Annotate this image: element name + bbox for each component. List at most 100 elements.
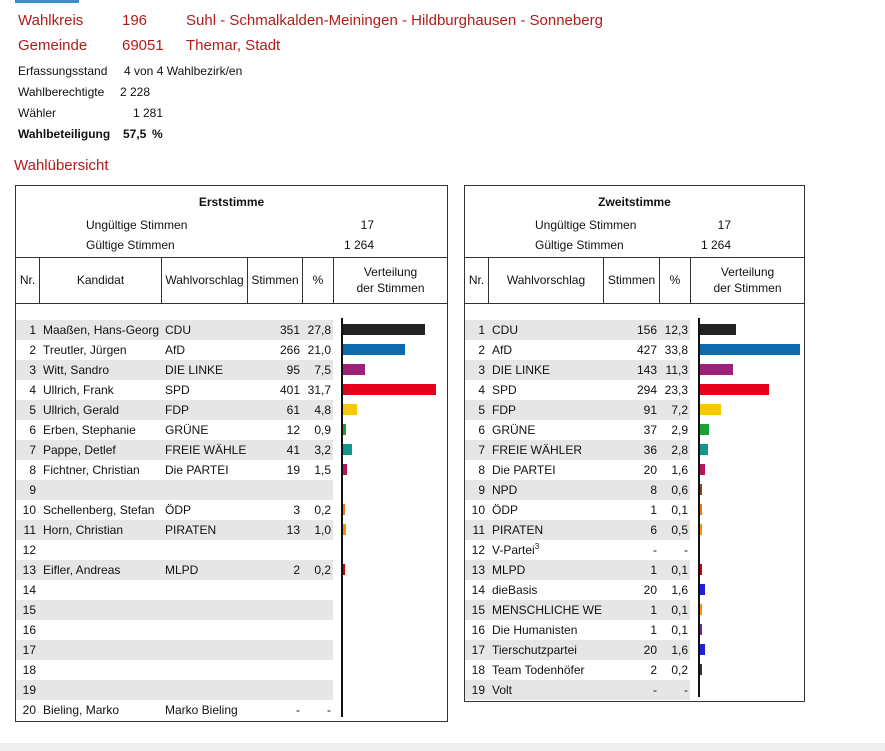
row-number: 15	[22, 603, 36, 617]
party-name: Volt	[492, 680, 603, 700]
vote-bar	[343, 444, 353, 455]
table-row: 13 MLPD 1 0,1	[465, 560, 690, 580]
table-row: 18	[16, 660, 333, 680]
party-name-text: NPD	[492, 483, 518, 497]
percent: 1,0	[314, 523, 331, 537]
candidate-name: Witt, Sandro	[43, 363, 110, 377]
row-number: 3	[478, 363, 485, 377]
votes	[248, 540, 300, 560]
table-row: 5 FDP 91 7,2	[465, 400, 690, 420]
party-name: CDU	[492, 320, 603, 340]
zweit-invalid-label: Ungültige Stimmen	[535, 218, 637, 232]
col-divider	[603, 257, 604, 303]
table-row: 11 PIRATEN 6 0,5	[465, 520, 690, 540]
percent: 2,8	[671, 443, 688, 457]
row-number: 11	[23, 523, 36, 537]
col-header-wahlvorschlag: Wahlvorschlag	[506, 273, 586, 287]
votes	[248, 620, 300, 640]
waehler-label: Wähler	[18, 106, 57, 120]
table-row: 12 V-Partei3 - -	[465, 540, 690, 560]
table-row: 1 CDU 156 12,3	[465, 320, 690, 340]
party-name: DIE LINKE	[492, 360, 603, 380]
vote-bar	[700, 524, 702, 535]
row-number: 14	[22, 583, 36, 597]
vote-bar	[343, 424, 346, 435]
percent: 7,5	[314, 363, 331, 377]
percent: 21,0	[307, 343, 331, 357]
percent: 33,8	[664, 343, 688, 357]
party-name	[165, 580, 247, 600]
party-name-text: SPD	[492, 383, 517, 397]
vote-bar	[700, 324, 737, 335]
candidate-name: Horn, Christian	[43, 523, 124, 537]
percent: -	[684, 683, 688, 697]
party-name: SPD	[165, 380, 247, 400]
row-number: 8	[478, 463, 485, 477]
party-name-text: ÖDP	[165, 503, 192, 517]
votes: 8	[650, 483, 657, 497]
party-name-text: FDP	[165, 403, 189, 417]
candidate-name: Fichtner, Christian	[43, 463, 140, 477]
col-header-verteilung: Verteilung der Stimmen	[691, 257, 804, 303]
row-number: 20	[22, 703, 36, 717]
col-divider	[488, 257, 489, 303]
col-header-verteilung-line2: der Stimmen	[713, 281, 782, 295]
percent	[303, 620, 331, 640]
footnote-mark: 3	[534, 542, 540, 551]
row-number: 2	[478, 343, 485, 357]
table-row: 15	[16, 600, 333, 620]
party-name: MLPD	[165, 560, 247, 580]
party-name-text: AfD	[165, 343, 186, 357]
table-row: 9 NPD 8 0,6	[465, 480, 690, 500]
votes: 1	[650, 503, 657, 517]
vote-bar	[700, 584, 705, 595]
row-number: 16	[22, 623, 36, 637]
votes: 401	[279, 383, 300, 397]
row-number: 19	[22, 683, 36, 697]
party-name	[165, 600, 247, 620]
row-number: 13	[471, 563, 485, 577]
percent: -	[327, 703, 331, 717]
vote-bar	[700, 364, 734, 375]
party-name: Tierschutzpartei	[492, 640, 603, 660]
table-row: 7 FREIE WÄHLER 36 2,8	[465, 440, 690, 460]
erststimme-title: Erststimme	[198, 195, 265, 209]
table-row: 8 Fichtner, Christian Die PARTEI 19 1,5	[16, 460, 333, 480]
vote-bar	[700, 424, 709, 435]
candidate-name: Eifler, Andreas	[43, 563, 121, 577]
table-row: 10 Schellenberg, Stefan ÖDP 3 0,2	[16, 500, 333, 520]
wahlkreis-label: Wahlkreis	[18, 12, 84, 29]
vote-bar	[700, 404, 722, 415]
row-number: 11	[472, 523, 485, 537]
percent: 31,7	[307, 383, 331, 397]
table-row: 14	[16, 580, 333, 600]
candidate-name: Ullrich, Frank	[43, 383, 114, 397]
row-number: 4	[29, 383, 36, 397]
percent: 0,1	[671, 563, 688, 577]
table-row: 16	[16, 620, 333, 640]
bar-baseline	[341, 318, 343, 717]
col-divider	[39, 257, 40, 303]
vote-bar	[343, 384, 437, 395]
candidate-name: Schellenberg, Stefan	[43, 503, 155, 517]
percent: 7,2	[671, 403, 688, 417]
percent: 4,8	[314, 403, 331, 417]
party-name: AfD	[165, 340, 247, 360]
party-name-text: PIRATEN	[165, 523, 217, 537]
table-row: 4 Ullrich, Frank SPD 401 31,7	[16, 380, 333, 400]
gemeinde-number: 69051	[122, 37, 164, 54]
vote-bar	[343, 324, 425, 335]
wahlberechtigte-value: 2 228	[119, 85, 150, 99]
vote-bar	[343, 464, 348, 475]
candidate-name: Maaßen, Hans-Georg	[43, 323, 160, 337]
party-name-text: Marko Bieling	[165, 703, 238, 717]
votes: 41	[286, 443, 300, 457]
wahlkreis-number: 196	[122, 12, 148, 29]
row-number: 17	[22, 643, 36, 657]
party-name-text: Team Todenhöfer	[492, 663, 585, 677]
vote-bar	[700, 624, 702, 635]
zweit-valid-value: 1 264	[700, 238, 731, 252]
wahlkreis-name: Suhl - Schmalkalden-Meiningen - Hildburg…	[186, 12, 603, 29]
party-name-text: DIE LINKE	[165, 363, 224, 377]
party-name: PIRATEN	[165, 520, 247, 540]
